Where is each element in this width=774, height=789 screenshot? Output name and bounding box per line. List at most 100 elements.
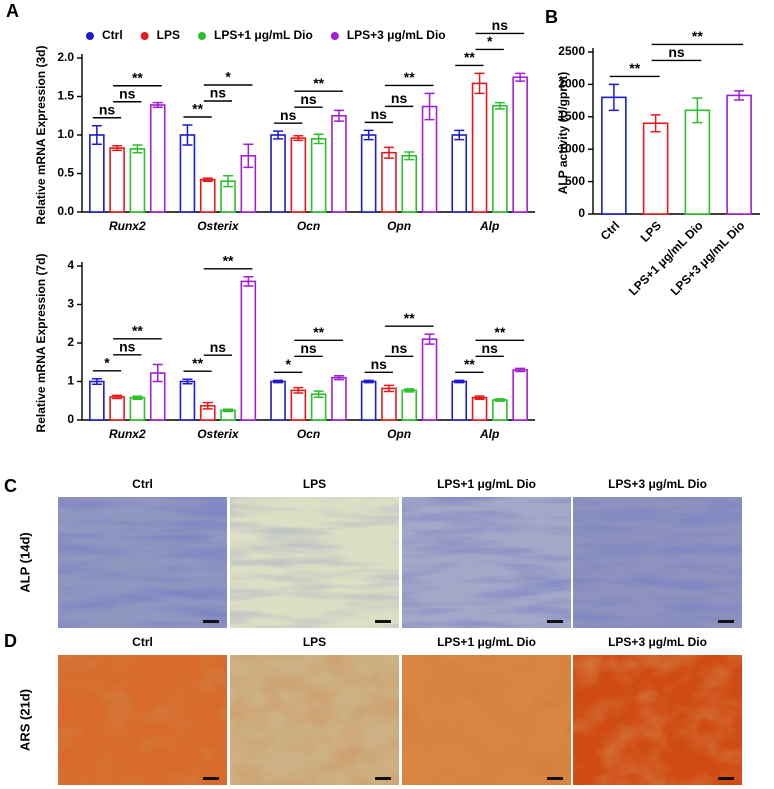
significance-label: **	[132, 323, 143, 339]
bar	[290, 137, 307, 213]
bar	[421, 338, 438, 421]
legend-label: LPS+3 μg/mL Dio	[347, 28, 446, 42]
x-tick-label: Runx2	[109, 219, 146, 233]
bar	[240, 280, 257, 421]
x-tick-label: Opn	[387, 427, 411, 441]
legend-label: LPS	[157, 28, 180, 42]
significance-label: **	[313, 324, 324, 340]
scale-bar	[203, 620, 219, 623]
significance-label: **	[629, 60, 640, 76]
y-tick-label: 1.0	[57, 127, 74, 141]
bar	[512, 369, 528, 421]
micrograph-texture	[573, 497, 742, 628]
bar	[601, 96, 627, 215]
significance-label: **	[692, 28, 703, 44]
error-bar	[273, 130, 284, 140]
significance-label: ns	[482, 340, 499, 356]
y-axis-title: ALP activity (U/gprot)	[556, 72, 570, 194]
error-bar	[692, 97, 703, 124]
x-tick-label: LPS+1 μg/mL Dio	[626, 218, 706, 298]
error-bar	[734, 90, 745, 101]
bar	[471, 82, 488, 213]
micrograph-texture	[402, 497, 571, 628]
legend-label: Ctrl	[102, 28, 123, 42]
error-bar	[313, 133, 324, 145]
legend-label: LPS+1 μg/mL Dio	[214, 28, 313, 42]
error-bar	[112, 394, 123, 400]
y-tick-label: 0	[67, 412, 74, 426]
x-tick-label: Runx2	[109, 427, 146, 441]
error-bar	[132, 395, 143, 400]
column-label: LPS+3 μg/mL Dio	[608, 635, 707, 649]
scale-bar	[718, 620, 734, 623]
significance-label: ns	[119, 85, 136, 101]
significance-label: ns	[210, 339, 227, 355]
significance-label: *	[104, 355, 110, 371]
bar	[149, 104, 166, 213]
bar	[471, 396, 488, 421]
significance-label: ns	[371, 356, 388, 372]
bar	[109, 396, 125, 421]
bar	[179, 380, 196, 421]
y-axis-title: Relative mRNA Expression (7d)	[34, 254, 48, 433]
y-tick-label: 1000	[558, 141, 585, 155]
bar	[360, 380, 377, 421]
y-tick-label: 1	[67, 374, 74, 388]
legend-marker	[140, 32, 149, 40]
bar	[726, 94, 752, 215]
error-bar	[363, 379, 374, 384]
y-tick-label: 500	[565, 174, 585, 188]
y-tick-label: 2	[67, 335, 74, 349]
y-tick-label: 3	[67, 297, 74, 311]
error-bar	[494, 101, 505, 110]
bar	[109, 147, 125, 213]
bar	[451, 134, 468, 213]
significance-label: ns	[300, 91, 317, 107]
significance-label: ns	[119, 339, 136, 355]
bar	[270, 380, 286, 421]
y-tick-label: 4	[67, 258, 74, 272]
column-label: LPS+3 μg/mL Dio	[608, 477, 707, 491]
error-bar	[404, 388, 415, 393]
bar	[89, 380, 105, 421]
row-label: ARS (21d)	[17, 689, 32, 751]
micrograph-texture	[402, 655, 571, 785]
bar	[89, 134, 105, 213]
significance-label: **	[404, 69, 415, 85]
micrograph-texture	[573, 655, 742, 785]
error-bar	[515, 367, 526, 373]
y-tick-label: 1500	[558, 109, 585, 123]
error-bar	[404, 151, 415, 161]
scale-bar	[547, 620, 563, 623]
scale-bar	[203, 777, 219, 780]
significance-label: **	[192, 101, 203, 117]
significance-label: **	[464, 356, 475, 372]
bar	[331, 114, 347, 213]
micrograph-texture	[58, 497, 227, 628]
significance-label: ns	[210, 85, 227, 101]
scale-bar	[375, 777, 391, 780]
significance-label: *	[285, 356, 291, 372]
bar	[421, 105, 438, 213]
error-bar	[91, 125, 102, 145]
micrograph-texture	[230, 655, 399, 785]
bar	[401, 154, 418, 213]
legend-marker	[330, 32, 339, 40]
y-tick-label: 0.0	[57, 204, 74, 218]
significance-label: ns	[371, 106, 388, 122]
error-bar	[182, 124, 193, 146]
error-bar	[293, 135, 304, 142]
x-tick-label: LPS+3 μg/mL Dio	[668, 218, 748, 298]
x-tick-label: Opn	[387, 219, 411, 233]
significance-label: ns	[99, 101, 116, 117]
panel-label: A	[6, 1, 19, 21]
significance-label: **	[404, 310, 415, 326]
bar	[642, 122, 669, 215]
y-tick-label: 1.5	[57, 89, 74, 103]
error-bar	[273, 379, 284, 384]
bar	[310, 138, 327, 213]
error-bar	[474, 72, 485, 95]
significance-label: ns	[280, 107, 297, 123]
error-bar	[424, 333, 435, 345]
